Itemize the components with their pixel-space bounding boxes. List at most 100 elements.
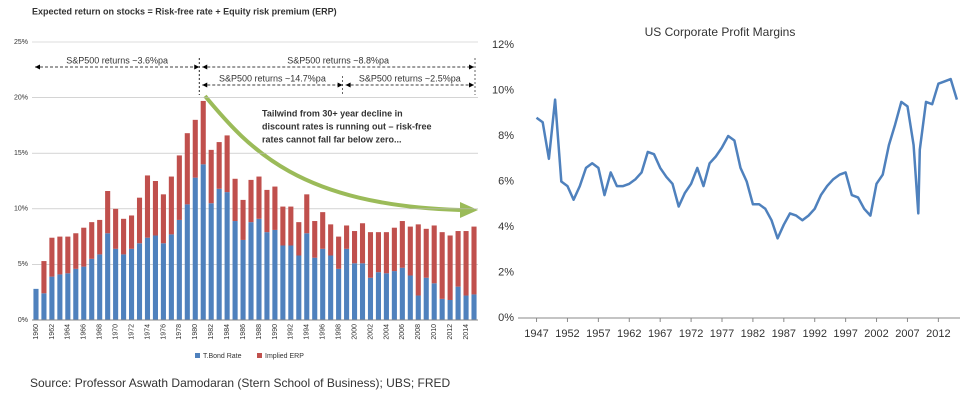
span-arrow [337,82,343,88]
bar-segment [73,268,79,320]
bar-segment [49,276,55,320]
bar-segment [312,257,318,320]
bar-segment [367,277,374,320]
legend-swatch [195,353,200,358]
legend-label: T.Bond Rate [203,353,242,360]
bar-segment [471,294,477,320]
bar-segment [208,203,214,320]
bar-segment [240,239,246,320]
bar-segment [105,191,111,234]
callout-arrow [203,94,461,212]
bar-segment [280,206,286,246]
x-tick-label: 2007 [895,328,919,340]
x-tick-label: 1988 [256,324,263,340]
x-tick-label: 2002 [367,324,374,340]
bar-segment [383,273,389,320]
bar-segment [129,215,135,249]
bar-segment [352,263,358,320]
x-tick-label: 1972 [128,324,135,340]
bar-segment [240,199,246,240]
x-tick-label: 1960 [33,324,40,340]
bar-segment [344,225,350,249]
x-tick-label: 1992 [288,324,295,340]
bar-segment [208,149,214,204]
bar-segment [391,227,397,272]
bar-segment [264,232,270,320]
x-tick-label: 2004 [383,324,390,340]
bar-segment [184,204,190,320]
callout-text: rates cannot fall far below zero... [262,134,402,144]
bar-segment [144,237,151,320]
bar-segment [399,267,405,320]
bar-segment [423,228,429,278]
bar-segment [216,142,222,189]
bar-segment [89,258,95,320]
bar-segment [176,219,182,320]
bar-segment [423,277,429,320]
x-tick-label: 1996 [320,324,327,340]
bar-segment [312,221,318,258]
bar-segment [415,295,421,320]
x-tick-label: 1976 [160,324,167,340]
bar-segment [391,271,397,320]
bar-segment [49,237,55,277]
bar-segment [168,234,174,320]
x-tick-label: 1966 [81,324,88,340]
bar-segment [224,135,230,193]
bar-segment [160,243,166,320]
x-tick-label: 1972 [679,328,703,340]
bar-segment [89,222,95,259]
bar-segment [272,186,278,230]
y-tick-label: 0% [18,317,28,324]
legend-label: Implied ERP [265,353,304,360]
bar-segment [65,236,71,274]
bar-segment [144,175,151,238]
x-tick-label: 1968 [97,324,104,340]
bar-segment [407,275,413,320]
x-tick-label: 1987 [772,328,796,340]
bar-segment [33,288,39,320]
bar-segment [431,225,437,284]
x-tick-label: 1962 [49,324,56,340]
chart-title: Expected return on stocks = Risk-free ra… [32,6,337,16]
x-tick-label: 2000 [351,324,358,340]
x-tick-label: 1970 [112,324,119,340]
bar-segment [264,189,270,233]
bar-segment [57,274,63,320]
y-tick-label: 12% [492,39,514,51]
annotation: S&P500 returns ~8.8%pa [287,55,389,65]
bar-segment [152,181,158,236]
bar-segment [471,226,477,295]
bar-segment [200,164,206,320]
x-tick-label: 1997 [833,328,857,340]
span-arrow [202,64,208,70]
callout-text: Tailwind from 30+ year decline in [262,108,403,118]
x-tick-label: 1947 [524,328,548,340]
x-tick-label: 1980 [192,324,199,340]
bar-segment [81,266,87,320]
x-tick-label: 1974 [144,324,151,340]
span-arrow [469,82,475,88]
bar-segment [136,243,143,320]
y-tick-label: 6% [498,175,514,187]
bar-segment [113,208,119,249]
bar-segment [288,206,294,246]
x-tick-label: 1984 [224,324,231,340]
bar-segment [97,219,103,255]
bar-segment [336,268,342,320]
bar-segment [304,194,310,234]
y-tick-label: 10% [492,84,514,96]
annotation: S&P500 returns ~2.5%pa [359,73,461,83]
bar-segment [375,272,381,320]
bar-segment [184,133,190,205]
bar-segment [352,231,358,264]
x-tick-label: 1964 [65,324,72,340]
bar-segment [463,231,469,296]
annotation: S&P500 returns ~14.7%pa [219,73,326,83]
span-arrow [35,64,40,70]
x-tick-label: 2008 [415,324,422,340]
source: Source: Professor Aswath Damodaran (Ster… [30,376,451,390]
bar-segment [97,254,103,320]
bar-segment [232,178,238,222]
